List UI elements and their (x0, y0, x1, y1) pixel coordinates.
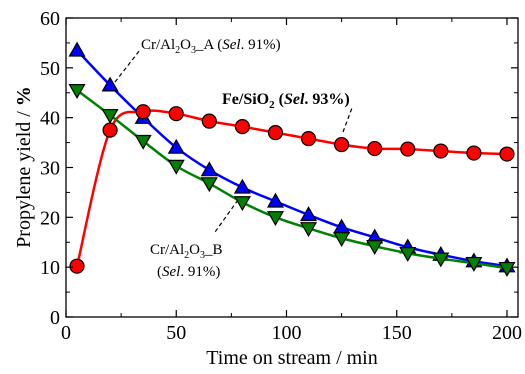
data-point-crB-8 (333, 232, 351, 247)
annotation-fe-sio2: Fe/SiO2 (Sel. 93%) (222, 91, 350, 111)
data-point-feSiO2-9 (367, 140, 383, 157)
annotation-cr-b-rest: . 91%) (180, 264, 220, 280)
data-point-crA-3 (167, 138, 185, 154)
annotation-cr-b-sub1: 2 (184, 250, 189, 261)
data-point-crB-6 (266, 211, 284, 227)
data-point-crB-11 (432, 252, 450, 268)
data-point-feSiO2-7 (300, 130, 317, 147)
x-tick-label-2: 100 (271, 322, 301, 344)
data-point-crB-1 (101, 108, 119, 124)
data-point-crB-0 (68, 84, 86, 99)
data-point-feSiO2-11 (433, 143, 449, 159)
data-point-crB-7 (300, 222, 318, 238)
x-tick-label-4: 200 (492, 322, 522, 344)
annotation-fe-sio2-open: ( (275, 91, 284, 108)
data-point-feSiO2-8 (334, 136, 350, 153)
ticks-layer: 0 50 100 150 200 0 10 20 30 40 50 60 (40, 8, 522, 344)
data-point-crA-1 (101, 76, 119, 92)
annotation-leader-cr-a (114, 49, 141, 83)
y-tick-label-0: 0 (50, 307, 60, 329)
annotation-cr-b-sel: Sel (162, 264, 180, 280)
annotation-cr-b-line1: Cr/Al2O3_B (150, 242, 223, 261)
data-point-feSiO2-4 (201, 113, 217, 129)
annotation-fe-sio2-cat: Fe/SiO (222, 91, 269, 108)
annotation-cr-a-sel: Sel (222, 37, 240, 53)
annotation-fe-sio2-rest: . 93%) (304, 91, 349, 108)
data-point-feSiO2-0 (69, 258, 85, 274)
y-axis-label-unit: % (13, 86, 35, 106)
data-point-crB-4 (200, 177, 218, 193)
data-point-feSiO2-2 (135, 104, 151, 120)
annotation-cr-a-cat: Cr/Al (141, 37, 175, 53)
annotation-cr-a-sub1: 2 (175, 45, 180, 56)
data-point-crB-13 (498, 261, 516, 277)
y-tick-label-1: 10 (40, 257, 60, 279)
annotation-cr-b-line2: (Sel. 91%) (157, 264, 220, 280)
annotation-cr-a-sub2: 3 (191, 45, 196, 56)
data-point-crA-7 (300, 206, 318, 222)
data-point-crB-2 (134, 134, 152, 150)
annotation-cr-b-sub2: 3 (200, 250, 205, 261)
data-point-feSiO2-10 (400, 141, 416, 157)
data-point-feSiO2-6 (267, 125, 284, 141)
data-point-crA-6 (266, 192, 284, 208)
annotation-fe-sio2-sel: Sel (284, 91, 305, 108)
annotation-cr-b-open: ( (157, 264, 162, 280)
x-tick-label-0: 0 (61, 322, 71, 344)
data-point-crA-0 (68, 41, 86, 57)
plot-frame (65, 17, 519, 318)
x-tick-label-1: 50 (166, 322, 186, 344)
annotation-cr-b-cat: Cr/Al (150, 242, 184, 258)
y-tick-label-6: 60 (40, 8, 60, 30)
annotation-cr-a-rest: . 91%) (241, 37, 281, 53)
y-tick-label-3: 30 (40, 158, 60, 180)
annotation-cr-a-suffix: _A ( (195, 37, 222, 53)
annotation-cr-a: Cr/Al2O3_A (Sel. 91%) (141, 37, 281, 56)
y-tick-label-2: 20 (40, 207, 60, 229)
annotation-cr-b-suffix: _B (204, 242, 223, 258)
y-tick-label-4: 40 (40, 108, 60, 130)
data-point-feSiO2-3 (168, 106, 184, 122)
data-point-crB-5 (233, 196, 251, 212)
data-point-feSiO2-5 (234, 119, 250, 135)
series-line-feSiO2 (75, 109, 508, 267)
data-point-crA-5 (233, 178, 251, 194)
data-point-crB-9 (366, 240, 384, 255)
data-point-feSiO2-1 (102, 122, 118, 138)
annotation-cr-a-mid: O (180, 37, 191, 53)
y-tick-label-5: 50 (40, 58, 60, 80)
x-axis-label: Time on stream / min (206, 347, 377, 369)
series-layer (68, 41, 516, 277)
data-point-crB-10 (399, 246, 417, 262)
annotation-cr-b-mid: O (189, 242, 200, 258)
data-point-crB-3 (167, 159, 185, 175)
y-axis-label-text: Propylene yield / (13, 106, 35, 248)
annotation-leader-cr-b (214, 199, 239, 233)
annotation-fe-sio2-sub1: 2 (269, 99, 275, 111)
data-point-crA-4 (200, 161, 218, 177)
data-point-feSiO2-13 (499, 146, 515, 162)
data-point-crB-12 (465, 256, 483, 272)
x-tick-label-3: 150 (382, 322, 412, 344)
y-axis-label: Propylene yield / % (13, 86, 35, 248)
data-point-feSiO2-12 (466, 145, 482, 161)
annotation-leader-fe-sio2 (342, 107, 353, 133)
